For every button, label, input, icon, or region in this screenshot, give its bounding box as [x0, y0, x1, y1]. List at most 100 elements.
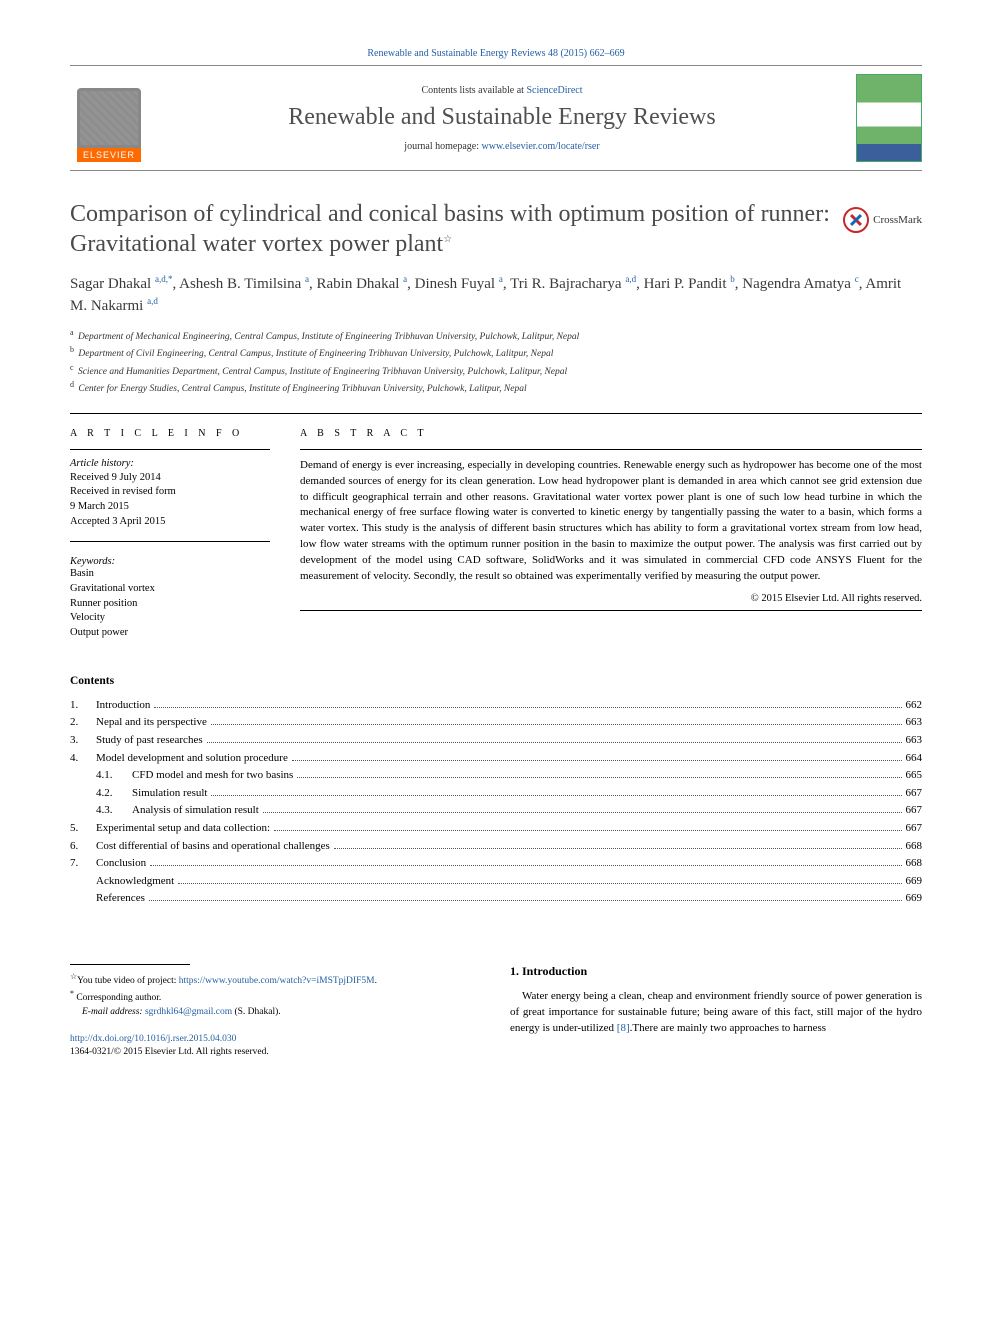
corr-marker: * [70, 989, 74, 998]
toc-leader-dots [211, 795, 901, 796]
toc-page-number: 662 [906, 697, 923, 715]
toc-leader-dots [263, 812, 902, 813]
toc-label: Simulation result [132, 785, 207, 803]
toc-leader-dots [274, 830, 901, 831]
article-history-label: Article history: [70, 458, 270, 469]
sciencedirect-link[interactable]: ScienceDirect [526, 85, 582, 96]
contents-prefix: Contents lists available at [421, 85, 526, 96]
toc-label: Cost differential of basins and operatio… [96, 838, 330, 856]
toc-page-number: 664 [906, 750, 923, 768]
elsevier-logo: ELSEVIER [70, 74, 148, 162]
youtube-link[interactable]: https://www.youtube.com/watch?v=iMSTpjDI… [179, 976, 375, 986]
keyword-list: BasinGravitational vortexRunner position… [70, 567, 270, 640]
history-item: Received in revised form [70, 485, 270, 500]
doi-link[interactable]: http://dx.doi.org/10.1016/j.rser.2015.04… [70, 1034, 236, 1044]
corr-text: Corresponding author. [76, 994, 161, 1004]
email-line: E-mail address: sgrdhkl64@gmail.com (S. … [70, 1006, 470, 1019]
contents-available-line: Contents lists available at ScienceDirec… [162, 85, 842, 96]
article-info-label: A R T I C L E I N F O [70, 428, 270, 439]
toc-page-number: 663 [906, 732, 923, 750]
journal-name: Renewable and Sustainable Energy Reviews [162, 104, 842, 131]
affiliation-list: a Department of Mechanical Engineering, … [70, 327, 922, 397]
toc-entry[interactable]: Acknowledgment 669 [70, 873, 922, 891]
affiliation: c Science and Humanities Department, Cen… [70, 362, 922, 379]
toc-entry[interactable]: References669 [70, 890, 922, 908]
toc-page-number: 669 [906, 890, 923, 908]
divider [70, 449, 270, 450]
toc-leader-dots [292, 760, 902, 761]
toc-page-number: 663 [906, 714, 923, 732]
keyword: Runner position [70, 597, 270, 612]
introduction-text: Water energy being a clean, cheap and en… [510, 989, 922, 1037]
elsevier-tree-icon [77, 88, 141, 148]
abstract-label: A B S T R A C T [300, 428, 922, 439]
table-of-contents: 1.Introduction6622.Nepal and its perspec… [70, 697, 922, 908]
divider [300, 610, 922, 611]
author-list: Sagar Dhakal a,d,*, Ashesh B. Timilsina … [70, 273, 922, 317]
toc-page-number: 667 [906, 785, 923, 803]
toc-entry[interactable]: 7.Conclusion668 [70, 855, 922, 873]
toc-label: CFD model and mesh for two basins [132, 767, 293, 785]
crossmark-icon [843, 207, 869, 233]
keyword: Velocity [70, 611, 270, 626]
affiliation: a Department of Mechanical Engineering, … [70, 327, 922, 344]
toc-label: Conclusion [96, 855, 146, 873]
article-title: Comparison of cylindrical and conical ba… [70, 199, 831, 259]
toc-entry[interactable]: 4.3.Analysis of simulation result667 [70, 802, 922, 820]
reference-link-8[interactable]: [8] [617, 1022, 630, 1034]
toc-page-number: 668 [906, 838, 923, 856]
toc-entry[interactable]: 2.Nepal and its perspective663 [70, 714, 922, 732]
journal-homepage-line: journal homepage: www.elsevier.com/locat… [162, 141, 842, 152]
toc-page-number: 669 [906, 873, 923, 891]
publisher-label: ELSEVIER [77, 148, 141, 162]
toc-leader-dots [154, 707, 901, 708]
toc-page-number: 668 [906, 855, 923, 873]
keyword: Gravitational vortex [70, 582, 270, 597]
title-footnote: ☆You tube video of project: https://www.… [70, 971, 470, 988]
masthead: ELSEVIER Contents lists available at Sci… [70, 65, 922, 171]
toc-leader-dots [150, 865, 901, 866]
email-label: E-mail address: [82, 1007, 145, 1017]
history-item: 9 March 2015 [70, 500, 270, 515]
corresponding-author-note: * Corresponding author. [70, 988, 470, 1005]
keywords-label: Keywords: [70, 556, 270, 567]
divider [70, 541, 270, 542]
toc-page-number: 665 [906, 767, 923, 785]
affiliation: d Center for Energy Studies, Central Cam… [70, 379, 922, 396]
toc-entry[interactable]: 6.Cost differential of basins and operat… [70, 838, 922, 856]
toc-leader-dots [178, 883, 901, 884]
crossmark-widget[interactable]: CrossMark [843, 207, 922, 233]
divider [300, 449, 922, 450]
keyword: Output power [70, 626, 270, 641]
toc-label: Experimental setup and data collection: [96, 820, 270, 838]
keyword: Basin [70, 567, 270, 582]
email-suffix: (S. Dhakal). [232, 1007, 281, 1017]
history-item: Received 9 July 2014 [70, 471, 270, 486]
toc-label: Analysis of simulation result [132, 802, 259, 820]
toc-label: Study of past researches [96, 732, 203, 750]
crossmark-label: CrossMark [873, 214, 922, 226]
toc-label: Acknowledgment [96, 873, 174, 891]
journal-citation[interactable]: Renewable and Sustainable Energy Reviews… [70, 48, 922, 59]
toc-leader-dots [149, 900, 902, 901]
journal-cover-thumbnail [856, 74, 922, 162]
toc-entry[interactable]: 3.Study of past researches663 [70, 732, 922, 750]
toc-entry[interactable]: 5.Experimental setup and data collection… [70, 820, 922, 838]
abstract-text: Demand of energy is ever increasing, esp… [300, 458, 922, 586]
divider [70, 413, 922, 414]
toc-entry[interactable]: 1.Introduction662 [70, 697, 922, 715]
issn-copyright: 1364-0321/© 2015 Elsevier Ltd. All right… [70, 1047, 269, 1057]
toc-entry[interactable]: 4.2.Simulation result667 [70, 785, 922, 803]
history-item: Accepted 3 April 2015 [70, 515, 270, 530]
toc-label: Introduction [96, 697, 150, 715]
toc-leader-dots [211, 724, 902, 725]
corresponding-email-link[interactable]: sgrdhkl64@gmail.com [145, 1007, 232, 1017]
toc-leader-dots [207, 742, 902, 743]
journal-homepage-link[interactable]: www.elsevier.com/locate/rser [482, 141, 600, 152]
footnote-suffix: . [375, 976, 377, 986]
affiliation: b Department of Civil Engineering, Centr… [70, 344, 922, 361]
toc-leader-dots [334, 848, 902, 849]
title-footnote-marker: ☆ [443, 234, 452, 245]
toc-entry[interactable]: 4.1.CFD model and mesh for two basins665 [70, 767, 922, 785]
toc-entry[interactable]: 4.Model development and solution procedu… [70, 750, 922, 768]
